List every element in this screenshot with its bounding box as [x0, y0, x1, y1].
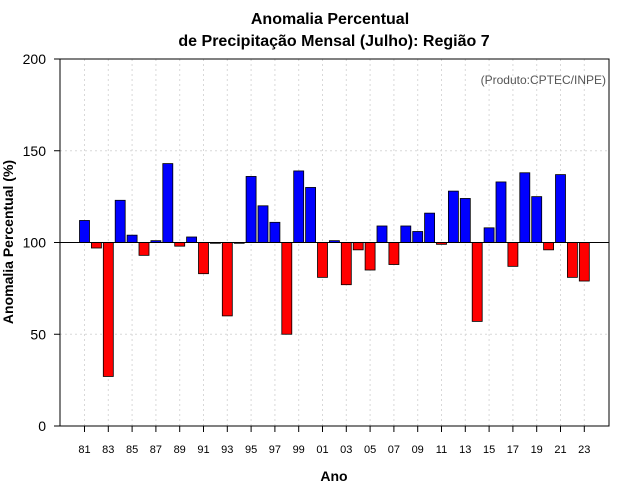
- bar-16: [495, 181, 507, 243]
- bar-14: [471, 242, 483, 322]
- source-annotation: (Produto:CPTEC/INPE): [481, 73, 606, 87]
- bar-88: [162, 163, 174, 243]
- bar-99: [293, 170, 305, 243]
- bar-98: [281, 242, 293, 335]
- x-tick-label: 85: [126, 444, 138, 456]
- y-tick-label: 200: [23, 51, 47, 67]
- x-tick-label: 95: [245, 444, 257, 456]
- bar-83: [102, 242, 114, 377]
- bar-82: [91, 242, 102, 249]
- grid-lines: [60, 58, 609, 427]
- x-axis-label: Ano: [320, 468, 347, 484]
- y-tick-label: 100: [23, 235, 47, 251]
- x-tick-label: 03: [340, 444, 352, 456]
- bar-89: [174, 242, 186, 247]
- bar-86: [138, 242, 150, 256]
- bar-20: [543, 242, 554, 251]
- x-tick-label: 19: [531, 444, 543, 456]
- bar-00: [305, 187, 317, 243]
- bar-21: [555, 174, 566, 243]
- x-tick-label: 05: [364, 444, 376, 456]
- bar-95: [245, 176, 257, 243]
- bar-08: [400, 225, 412, 243]
- bar-22: [567, 242, 578, 278]
- x-tick-label: 87: [150, 444, 162, 456]
- x-tick-label: 11: [436, 444, 447, 456]
- bar-10: [424, 212, 436, 243]
- x-tick-label: 13: [459, 444, 471, 456]
- bar-04: [352, 242, 364, 251]
- x-tick-label: 17: [507, 444, 519, 456]
- bar-19: [531, 196, 543, 243]
- bar-93: [221, 242, 233, 317]
- bar-12: [447, 190, 459, 243]
- x-tick-label: 91: [197, 444, 209, 456]
- x-tick-label: 99: [293, 444, 305, 456]
- bar-84: [114, 199, 126, 243]
- bar-18: [519, 172, 531, 243]
- x-tick-label: 93: [221, 444, 233, 456]
- bar-17: [507, 242, 519, 267]
- bar-97: [269, 221, 281, 243]
- y-axis-ticks: 0 50 100 150 200: [23, 51, 60, 434]
- bar-06: [376, 225, 388, 243]
- bar-81: [79, 220, 90, 243]
- x-tick-label: 23: [578, 444, 590, 456]
- chart-subtitle: de Precipitação Mensal (Julho): Região 7: [178, 33, 489, 50]
- x-tick-label: 07: [388, 444, 400, 456]
- x-tick-label: 89: [174, 444, 186, 456]
- bar-91: [198, 242, 209, 275]
- bar-85: [126, 234, 138, 243]
- bar-90: [186, 236, 198, 243]
- bar-05: [364, 242, 376, 271]
- bar-07: [388, 242, 400, 265]
- x-tick-label: 97: [269, 444, 281, 456]
- y-tick-label: 0: [38, 418, 46, 434]
- x-tick-label: 15: [483, 444, 495, 456]
- y-tick-label: 150: [23, 143, 47, 159]
- x-tick-label: 81: [78, 444, 90, 456]
- y-axis-label: Anomalia Percentual (%): [0, 160, 16, 324]
- bar-01: [317, 242, 328, 278]
- x-tick-label: 21: [554, 444, 566, 456]
- x-tick-label: 01: [316, 444, 328, 456]
- y-tick-label: 50: [30, 326, 46, 342]
- bar-15: [483, 227, 495, 243]
- bar-13: [459, 198, 471, 243]
- bar-23: [578, 242, 590, 282]
- bar-09: [412, 231, 424, 243]
- x-axis-ticks: 81 83 85 87 89 91 93 95 97 99 01 03 05 07 09 11 13 15 17 19…: [78, 426, 590, 456]
- x-tick-label: 83: [102, 444, 114, 456]
- x-tick-label: 09: [412, 444, 424, 456]
- bar-03: [340, 242, 352, 286]
- chart-title: Anomalia Percentual: [251, 11, 409, 28]
- bar-96: [257, 205, 269, 243]
